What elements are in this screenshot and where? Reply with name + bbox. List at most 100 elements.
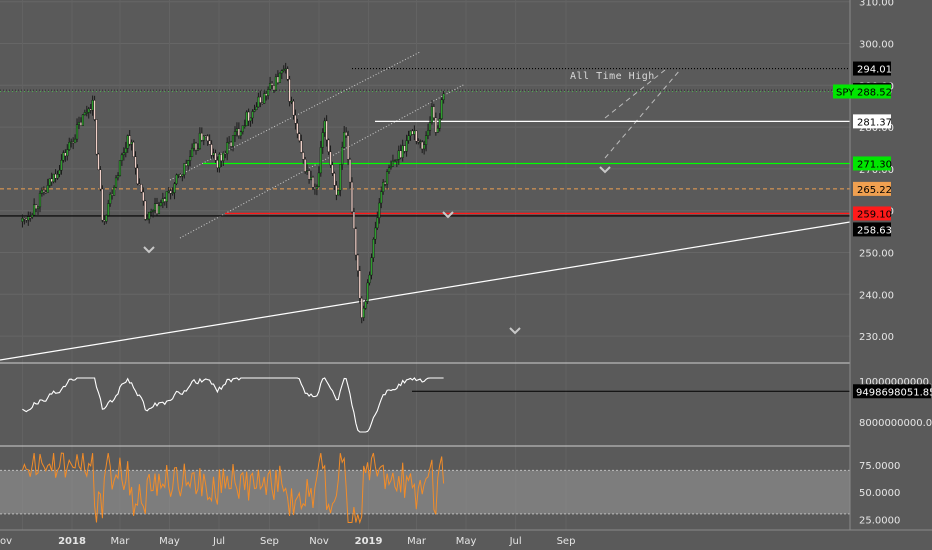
candle-body [109, 193, 112, 204]
time-tick-label: Sep [260, 536, 279, 547]
candle-body [83, 112, 86, 116]
candle-body [114, 177, 118, 188]
rsi-axis[interactable]: 75.0000 50.0000 25.0000 [859, 461, 900, 526]
candle-body [329, 151, 332, 166]
time-tick-label: Mar [111, 536, 131, 547]
candle-body [46, 185, 49, 193]
wedge-lower-line[interactable] [604, 69, 681, 159]
candle-body [345, 132, 348, 136]
time-axis[interactable]: ov 2018 Mar May Jul Sep Nov 2019 Mar May Jul Sep [0, 529, 932, 547]
candle-body [395, 159, 398, 161]
price-label-text: 259.10 [857, 209, 892, 220]
candle-body [300, 140, 303, 153]
candle-body [214, 152, 217, 161]
candlestick-series [21, 62, 445, 324]
price-label-text: 265.22 [857, 185, 892, 196]
symbol-tag-bg [833, 84, 853, 99]
candle-body [284, 68, 287, 71]
candle-body [428, 122, 432, 131]
price-tick-label: 310.00 [859, 0, 894, 9]
time-tick-label: Mar [407, 536, 427, 547]
candle-body [255, 106, 258, 111]
candle-body [136, 167, 139, 185]
price-label: 294.01 [853, 61, 892, 76]
candle-body [292, 100, 295, 116]
candle-body [419, 141, 422, 144]
candle-body [146, 218, 149, 221]
candle-body [440, 99, 443, 119]
candle-body [229, 141, 233, 147]
candle-body [111, 193, 114, 196]
rsi-tick-label: 75.0000 [859, 461, 900, 472]
candle-body [253, 109, 256, 112]
candle-body [239, 131, 242, 136]
candle-body [389, 165, 393, 168]
candle-body [306, 170, 309, 172]
indicator-value-label: 9498698051.8556 [853, 384, 932, 399]
indicator-axis[interactable]: 10000000000.0000 8000000000.0000 949869805… [853, 377, 932, 429]
candle-body [220, 153, 223, 161]
all-time-high-annotation[interactable]: All Time High [570, 71, 655, 82]
candle-body [153, 203, 157, 211]
price-tick-label: 250.00 [859, 249, 894, 260]
candle-body [177, 174, 180, 176]
price-pane[interactable]: All Time High [0, 0, 851, 530]
candle-body [175, 174, 178, 184]
rsi-line [21, 452, 445, 525]
candle-body [68, 142, 71, 150]
candle-body [243, 125, 246, 127]
price-tick-label: 300.00 [859, 40, 894, 51]
candle-body [343, 132, 346, 148]
price-axis[interactable]: 310.00300.00290.00280.00270.00260.00250.… [859, 0, 894, 343]
candle-body [66, 149, 69, 157]
price-label-bg [853, 61, 891, 76]
time-tick-label: May [159, 536, 180, 547]
candle-body [268, 83, 272, 90]
candle-body [360, 298, 363, 318]
candle-body [159, 202, 162, 207]
candle-body [272, 85, 276, 91]
candle-body [442, 93, 445, 100]
candle-body [75, 124, 79, 140]
candle-body [261, 102, 264, 104]
long-trendline[interactable] [0, 221, 851, 361]
candle-body [138, 183, 141, 186]
rsi-pane[interactable] [0, 452, 850, 525]
price-label-bg [853, 206, 891, 221]
candle-body [341, 146, 344, 165]
candle-body [165, 191, 168, 202]
indicator-pane[interactable] [22, 377, 850, 433]
trend-drawings[interactable] [0, 51, 851, 361]
candle-body [278, 72, 281, 83]
chevron-down-icon [442, 211, 454, 219]
wedge-upper-line[interactable] [604, 69, 666, 119]
candle-body [148, 211, 151, 220]
time-tick-label: Nov [309, 536, 329, 547]
candle-body [95, 119, 98, 155]
price-label-text: 294.01 [857, 65, 892, 76]
chevron-down-icon [599, 166, 611, 174]
candle-body [438, 118, 441, 129]
time-tick-label: Jul [212, 536, 225, 547]
candle-body [97, 153, 100, 170]
indicator-tick-label: 10000000000.0000 [859, 377, 932, 388]
candle-body [196, 148, 200, 151]
candle-body [346, 135, 350, 160]
candle-body [33, 204, 36, 216]
price-tick-label: 280.00 [859, 123, 894, 134]
price-label: 281.37 [853, 114, 892, 129]
channel-upper-line[interactable] [169, 51, 421, 181]
candle-body [372, 239, 375, 258]
candle-body [237, 128, 240, 136]
channel-lower-line[interactable] [179, 83, 466, 239]
candle-body [140, 184, 143, 193]
candle-body [296, 123, 299, 134]
time-tick-label: 2019 [355, 536, 383, 547]
candle-body [224, 152, 227, 155]
candle-body [335, 185, 338, 196]
candle-body [206, 135, 209, 142]
candle-body [231, 135, 235, 147]
candle-body [413, 130, 416, 135]
time-tick-label: ov [0, 536, 12, 547]
